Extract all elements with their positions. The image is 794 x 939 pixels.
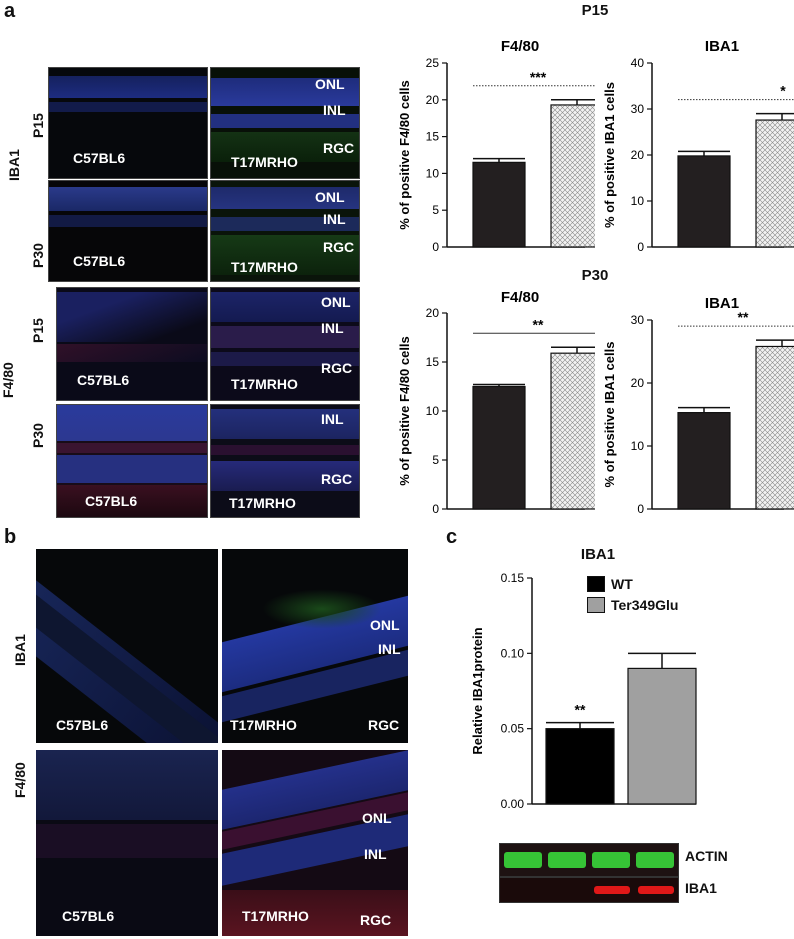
bar-1 [755,345,794,510]
significance-marker: ** [738,309,749,325]
y-tick-label: 10 [631,194,645,208]
bar-1 [627,667,697,805]
panel-c-title: IBA1 [580,546,616,563]
y-axis-label: Relative IBA1protein [470,627,485,754]
micrograph-iba1-p30-c57bl6: C57BL6 [48,180,208,282]
y-tick-label: 0.05 [501,722,525,736]
significance-marker: *** [530,69,547,85]
blot-iba1 [499,877,679,903]
bar-chart-iba1-p15: IBA1 % of positive IBA1 cells 0 10 20 30 40 * [602,38,794,254]
y-tick-label: 20 [426,93,440,107]
bar-chart-f480-p30: F4/80 % of positive F4/80 cells 0 5 10 15 20 ** [397,290,595,516]
blot-label-iba1: IBA1 [685,880,717,896]
y-tick-label: 15 [426,355,440,369]
y-tick-label: 15 [426,130,440,144]
chart-title: F4/80 [501,38,539,55]
legend-ter349glu: Ter349Glu [587,597,678,613]
micrograph-b-iba1-t17mrho: ONL INL RGC T17MRHO [222,549,408,743]
y-tick-label: 0 [432,240,439,254]
y-tick-label: 20 [631,376,645,390]
micrograph-f480-p15-c57bl6: C57BL6 [56,287,208,401]
blot-actin [499,843,679,877]
y-tick-label: 25 [426,56,440,70]
y-axis-label: % of positive F4/80 cells [397,80,412,230]
age-label-p15-iba1: P15 [30,113,46,138]
y-tick-label: 5 [432,453,439,467]
bar-1 [550,104,595,248]
y-tick-label: 0.00 [501,797,525,811]
y-tick-label: 5 [432,203,439,217]
panel-label-c: c [446,526,458,548]
age-label-p15-f480: P15 [30,318,46,343]
row-label-b-iba1: IBA1 [12,634,28,666]
micrograph-b-iba1-c57bl6: C57BL6 [36,549,218,743]
chart-title: F4/80 [501,290,539,306]
micrograph-iba1-p15-t17mrho: ONL INL RGC T17MRHO [210,67,360,179]
bar-0 [472,385,526,510]
row-label-b-f480: F4/80 [12,762,28,798]
bar-0 [677,412,731,510]
legend-label-wt: WT [611,576,633,592]
significance-marker: ** [533,316,544,332]
blot-label-actin: ACTIN [685,848,728,864]
bar-chart-iba1-p30: IBA1 % of positive IBA1 cells 0 10 20 30 ** [602,295,794,516]
chart-title: IBA1 [705,295,739,312]
micrograph-b-f480-t17mrho: ONL INL RGC T17MRHO [222,750,408,936]
y-tick-label: 0 [637,240,644,254]
micrograph-b-f480-c57bl6: C57BL6 [36,750,218,936]
legend-label-ter349glu: Ter349Glu [611,597,679,613]
legend-swatch-wt [587,576,605,592]
y-tick-label: 0.10 [501,646,525,660]
bar-chart-relative-iba1: Relative IBA1protein 0.00 0.05 0.10 0.15 ** [470,571,697,811]
y-tick-label: 0.15 [501,571,525,585]
bar-0 [677,155,731,248]
panel-label-b: b [4,526,17,548]
bar-chart-f480-p15: F4/80 % of positive F4/80 cells 0 5 10 15 20 25… [397,38,595,254]
group-title-p30: P30 [581,267,609,284]
micrograph-f480-p30-c57bl6: C57BL6 [56,404,208,518]
chart-title: IBA1 [705,38,739,55]
bar-0 [472,161,526,248]
y-tick-label: 0 [432,502,439,516]
y-tick-label: 40 [631,56,645,70]
micrograph-iba1-p15-c57bl6: C57BL6 [48,67,208,179]
legend-wt: WT [587,576,633,592]
y-axis-label: % of positive F4/80 cells [397,336,412,486]
y-axis-label: % of positive IBA1 cells [602,342,617,488]
y-tick-label: 30 [631,313,645,327]
significance-marker: ** [575,702,586,718]
y-tick-label: 0 [637,502,644,516]
group-title-p15: P15 [581,2,609,19]
bar-0 [545,728,615,805]
panel-label-a: a [4,0,16,22]
y-tick-label: 30 [631,102,645,116]
micrograph-f480-p15-t17mrho: ONL INL RGC T17MRHO [210,287,360,401]
y-tick-label: 10 [426,166,440,180]
y-tick-label: 20 [631,148,645,162]
bar-1 [550,352,595,510]
y-tick-label: 20 [426,306,440,320]
age-label-p30-f480: P30 [30,423,46,448]
micrograph-f480-p30-t17mrho: INL RGC T17MRHO [210,404,360,518]
micrograph-iba1-p30-t17mrho: ONL INL RGC T17MRHO [210,180,360,282]
significance-marker: * [780,83,786,99]
y-axis-label: % of positive IBA1 cells [602,82,617,228]
legend-swatch-ter349glu [587,597,605,613]
bar-1 [755,119,794,248]
row-label-f480: F4/80 [0,362,16,398]
y-tick-label: 10 [426,404,440,418]
row-label-iba1: IBA1 [6,149,22,181]
y-tick-label: 10 [631,439,645,453]
age-label-p30-iba1: P30 [30,243,46,268]
